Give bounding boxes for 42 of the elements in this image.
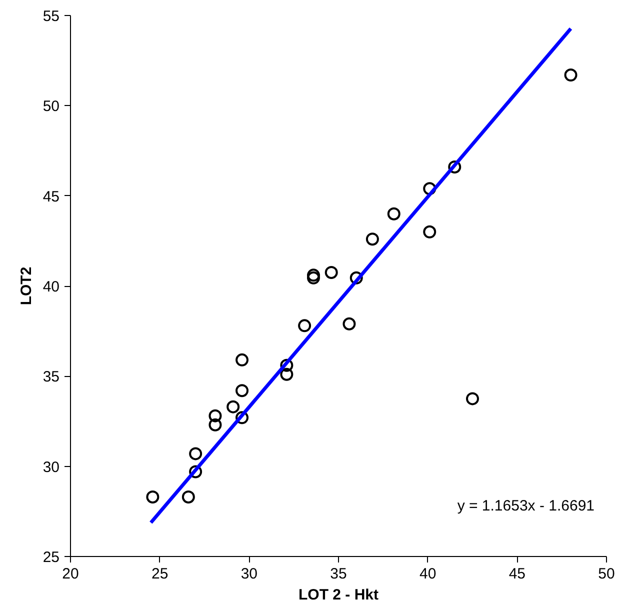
point — [189, 447, 202, 460]
x-tick-label: 20 — [62, 566, 79, 582]
y-tick-label: 35 — [42, 368, 60, 386]
point — [236, 353, 249, 366]
x-tick-label: 35 — [330, 566, 347, 582]
point — [298, 319, 312, 332]
point — [342, 317, 356, 330]
y-tick-label: 30 — [42, 458, 60, 476]
y-axis-title: LOT2 — [18, 266, 35, 306]
y-tick-label: 55 — [42, 8, 60, 25]
x-tick-label: 25 — [151, 566, 168, 582]
point — [189, 465, 202, 478]
x-axis-title: LOT 2 - Hkt — [298, 586, 379, 604]
point — [423, 182, 436, 196]
point — [324, 266, 338, 279]
point — [146, 490, 160, 504]
annotation: y = 1.1653x - 1.6691 — [457, 498, 595, 514]
y-tick-label: 40 — [42, 278, 60, 296]
point — [226, 400, 240, 414]
point — [350, 271, 363, 284]
x-tick-label: 50 — [598, 566, 615, 582]
point — [208, 418, 222, 432]
point — [366, 232, 379, 246]
y-tick-label: 45 — [42, 188, 60, 206]
point — [423, 225, 436, 238]
x-tick-label: 40 — [419, 566, 436, 582]
point — [448, 160, 462, 174]
x-tick-label: 45 — [508, 566, 526, 582]
x-tick-label: 30 — [240, 566, 258, 582]
point — [280, 358, 294, 372]
point — [280, 368, 294, 381]
point — [564, 68, 578, 82]
point — [306, 268, 320, 282]
point — [306, 271, 320, 284]
point — [182, 490, 195, 504]
y-tick-label: 25 — [42, 549, 60, 566]
point — [236, 411, 249, 424]
point — [387, 207, 400, 220]
y-tick-label: 50 — [42, 98, 60, 116]
point — [236, 384, 249, 398]
point — [208, 409, 222, 422]
point — [466, 392, 479, 406]
